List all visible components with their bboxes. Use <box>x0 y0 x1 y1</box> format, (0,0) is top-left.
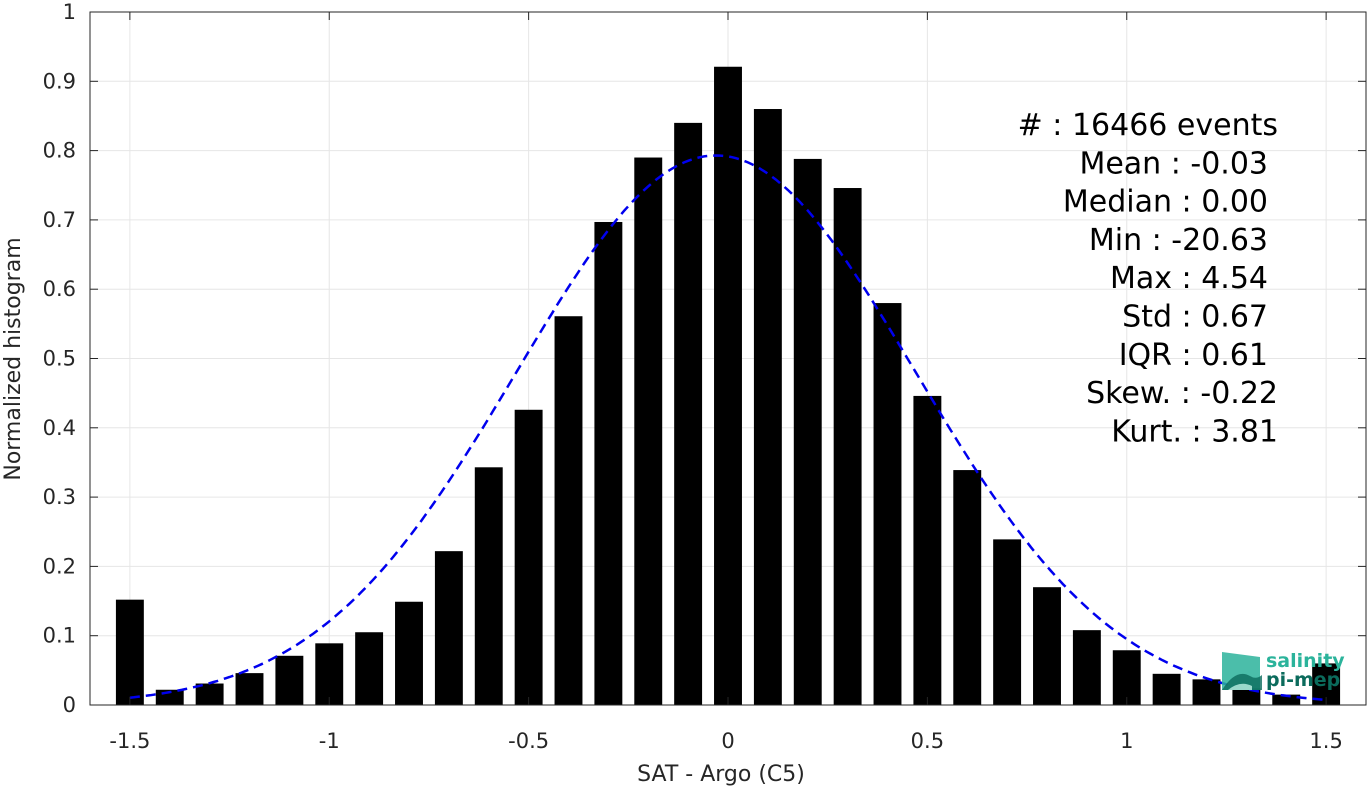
y-tick-label: 0.5 <box>43 347 76 371</box>
y-tick-label: 0.6 <box>43 277 76 301</box>
histogram-bar <box>714 66 742 705</box>
x-tick-label: 0 <box>721 729 734 753</box>
x-axis-ticks: -1.5 -1 -0.5 0 0.5 1 1.5 <box>109 12 1343 753</box>
stats-line: Mean : -0.03 <box>1079 146 1268 181</box>
stats-line: IQR : 0.61 <box>1119 338 1268 373</box>
stats-line: Std : 0.67 <box>1122 300 1268 335</box>
histogram-bar <box>1232 688 1261 705</box>
histogram-bar <box>434 551 463 705</box>
x-tick-label: -1.5 <box>109 729 150 753</box>
y-axis-label: Normalized histogram <box>1 237 26 480</box>
stats-line: Min : -20.63 <box>1089 223 1268 258</box>
stats-line: # : 16466 events <box>1018 108 1278 143</box>
histogram-bar <box>993 539 1022 705</box>
stats-line: Kurt. : 3.81 <box>1111 414 1278 449</box>
histogram-bar <box>833 188 862 706</box>
stats-line: Skew. : -0.22 <box>1086 376 1278 411</box>
histogram-bar <box>793 158 822 705</box>
histogram-bar <box>1072 630 1101 705</box>
x-tick-label: -1 <box>319 729 340 753</box>
histogram-bar <box>1152 673 1181 705</box>
logo-emblem-icon <box>1222 652 1262 690</box>
y-tick-label: 0.7 <box>43 208 76 232</box>
x-tick-label: -0.5 <box>508 729 549 753</box>
y-tick-label: 0 <box>63 693 76 717</box>
gaussian-fit-curve <box>129 154 1327 702</box>
histogram-bar <box>235 673 264 705</box>
histogram-bar <box>594 221 623 705</box>
y-tick-label: 0.4 <box>43 416 76 440</box>
y-tick-label: 0.1 <box>43 624 76 648</box>
histogram-bar <box>1033 587 1061 705</box>
x-tick-label: 0.5 <box>911 729 944 753</box>
y-tick-label: 0.8 <box>43 139 76 163</box>
histogram-bar <box>873 303 902 705</box>
y-tick-label: 0.2 <box>43 554 76 578</box>
logo-text-salinity: salinity <box>1266 650 1345 672</box>
histogram-bar <box>953 470 982 705</box>
x-axis-label: SAT - Argo (C5) <box>637 762 805 787</box>
histogram-bar <box>115 599 144 705</box>
y-tick-label: 0.9 <box>43 69 76 93</box>
histogram-bar <box>395 601 423 705</box>
histogram-bar <box>1112 650 1141 705</box>
y-tick-label: 1 <box>63 0 76 24</box>
histogram-bar <box>634 157 663 705</box>
histogram-bar <box>1192 679 1221 705</box>
salinity-pi-mep-logo: salinity pi-mep <box>1222 650 1345 691</box>
stats-line: Median : 0.00 <box>1063 185 1268 220</box>
histogram-bar <box>195 683 224 705</box>
stats-line: Max : 4.54 <box>1110 261 1268 296</box>
logo-text-pi-mep: pi-mep <box>1266 669 1340 691</box>
histogram-bar <box>1272 694 1301 705</box>
x-tick-label: 1.5 <box>1309 729 1342 753</box>
histogram-bar <box>674 122 703 705</box>
histogram-bar <box>315 643 344 705</box>
histogram-bars <box>115 66 1341 706</box>
histogram-bar <box>913 395 942 705</box>
x-tick-label: 1 <box>1120 729 1133 753</box>
histogram-bar <box>514 409 543 705</box>
histogram-bar <box>275 655 304 705</box>
y-axis-ticks: 0 0.1 0.2 0.3 0.4 0.5 0.6 0.7 0.8 0.9 1 <box>43 0 1366 717</box>
histogram-bar <box>554 316 583 705</box>
histogram-bar <box>474 467 503 705</box>
histogram-bar <box>355 632 384 705</box>
y-tick-label: 0.3 <box>43 485 76 509</box>
histogram-bar <box>753 109 782 705</box>
